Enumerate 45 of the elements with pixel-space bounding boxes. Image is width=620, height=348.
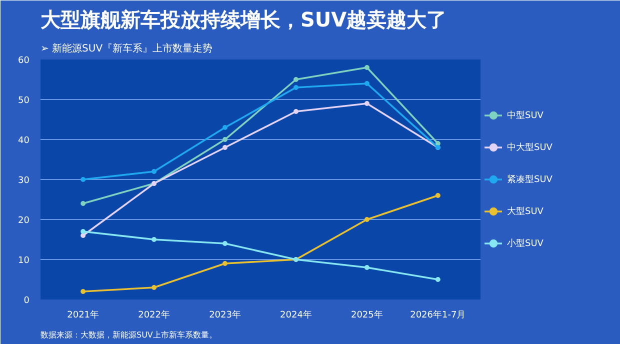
y-tick-label: 60	[18, 56, 30, 66]
point	[152, 237, 157, 242]
y-tick-label: 0	[24, 296, 30, 306]
point	[293, 109, 298, 114]
y-tick-label: 30	[18, 176, 30, 186]
point	[364, 101, 370, 106]
legend-label: 小型SUV	[507, 238, 544, 250]
point	[80, 289, 86, 294]
source-note: 数据来源：大数据，新能源SUV上市新车系数量。	[40, 330, 217, 340]
x-tick-label: 2024年	[280, 310, 312, 320]
point	[435, 193, 440, 198]
point	[364, 217, 370, 222]
point	[222, 137, 228, 142]
point	[80, 233, 86, 238]
point	[80, 201, 86, 206]
point	[293, 85, 298, 90]
y-tick-label: 40	[18, 136, 30, 146]
point	[80, 177, 86, 182]
legend-label: 大型SUV	[507, 206, 544, 218]
chart-subtitle: ➢ 新能源SUV『新车系』上市数量走势	[40, 42, 213, 54]
point	[293, 77, 298, 82]
legend-label: 中大型SUV	[507, 142, 552, 154]
x-tick-label: 2021年	[67, 310, 100, 320]
chart-title: 大型旗舰新车投放持续增长，SUV越卖越大了	[40, 8, 447, 32]
y-tick-label: 10	[18, 256, 30, 266]
y-tick-label: 20	[18, 216, 30, 226]
point	[222, 261, 228, 266]
point	[364, 65, 370, 70]
point	[364, 81, 370, 86]
point	[152, 285, 157, 290]
point	[222, 145, 228, 150]
point	[222, 241, 228, 246]
x-tick-label: 2022年	[138, 310, 170, 320]
point	[80, 229, 86, 234]
x-tick-label: 2026年1-7月	[410, 310, 466, 320]
x-tick-label: 2025年	[351, 310, 383, 320]
legend-label: 中型SUV	[507, 110, 544, 122]
y-tick-label: 50	[18, 96, 30, 106]
legend-label: 紧凑型SUV	[507, 174, 552, 186]
point	[222, 125, 228, 130]
point	[152, 169, 157, 174]
x-tick-label: 2023年	[209, 310, 241, 320]
point	[364, 265, 370, 270]
point	[435, 141, 440, 146]
point	[435, 277, 440, 282]
